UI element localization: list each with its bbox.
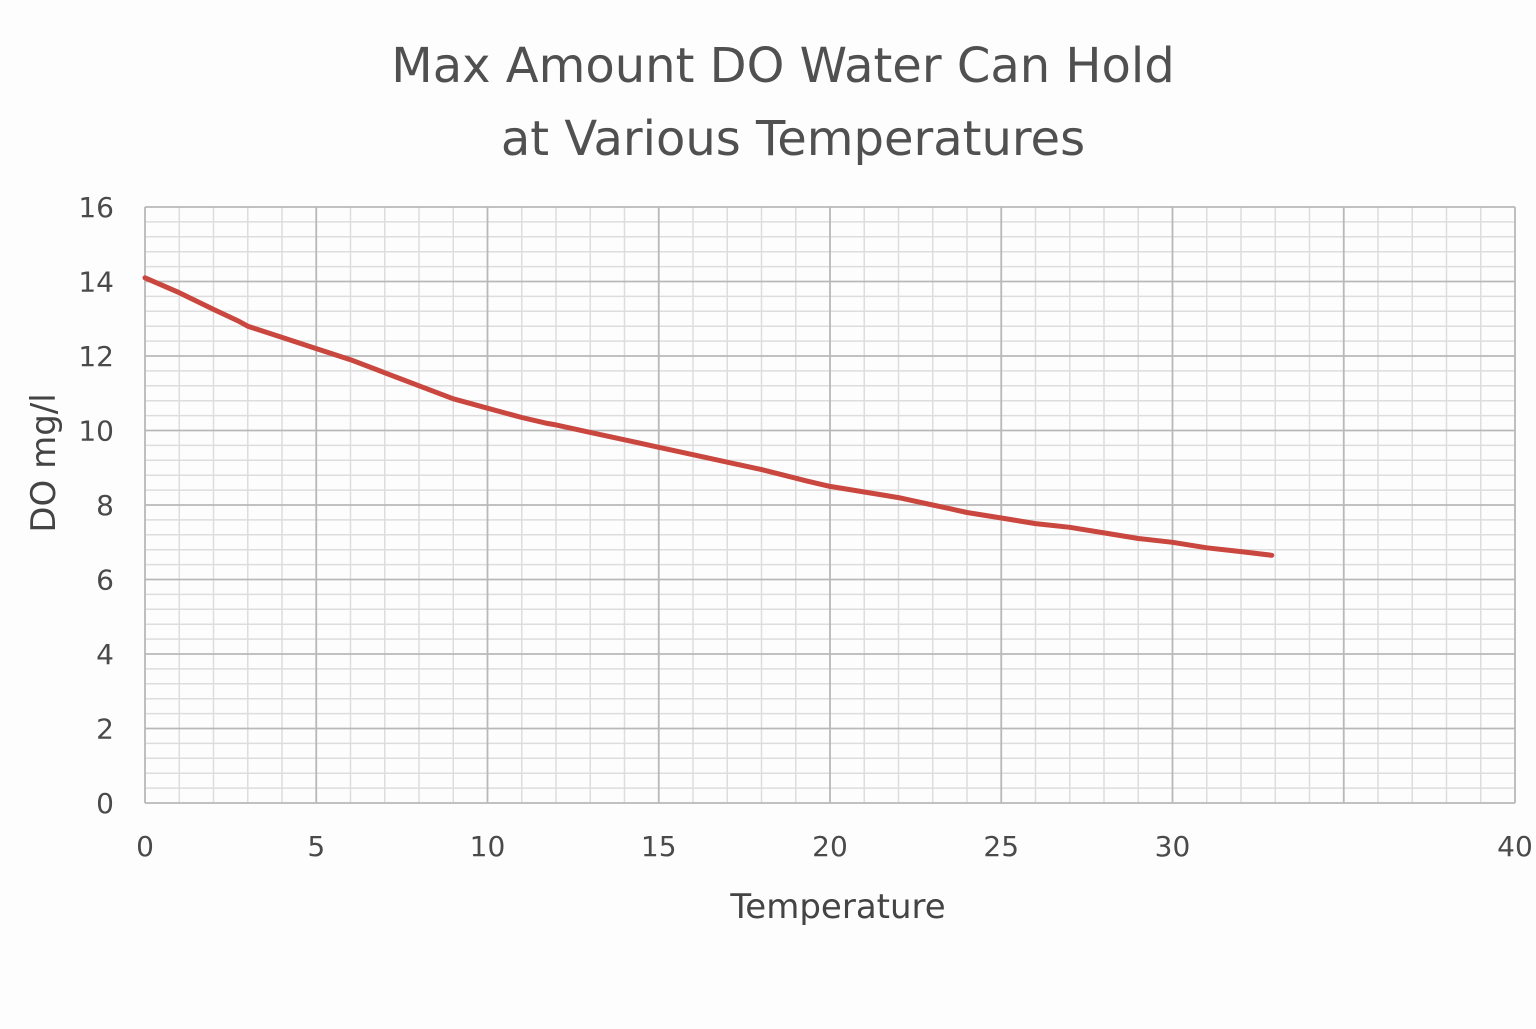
grid [144, 206, 1516, 804]
tick-labels: 0 5 10 15 20 25 30 40 0 2 4 6 8 10 12 14 16 [78, 191, 1532, 863]
x-tick-label: 25 [983, 830, 1019, 863]
y-tick-label: 6 [96, 564, 114, 597]
chart-title-line-1: Max Amount DO Water Can Hold [391, 38, 1174, 94]
y-tick-label: 10 [78, 415, 114, 448]
chart-title: Max Amount DO Water Can Hold at Various … [391, 38, 1174, 167]
y-tick-label: 8 [96, 489, 114, 522]
chart-title-line-2: at Various Temperatures [501, 111, 1085, 167]
y-tick-label: 12 [78, 340, 114, 373]
x-tick-label: 5 [307, 830, 325, 863]
series-line-0 [142, 275, 1275, 558]
x-tick-label: 30 [1155, 830, 1191, 863]
y-tick-label: 14 [78, 266, 114, 299]
y-tick-label: 16 [78, 191, 114, 224]
x-tick-label: 0 [136, 830, 154, 863]
x-tick-label: 40 [1497, 830, 1533, 863]
x-tick-label: 15 [641, 830, 677, 863]
y-tick-label: 4 [96, 638, 114, 671]
y-tick-label: 0 [96, 787, 114, 820]
y-tick-label: 2 [96, 713, 114, 746]
y-axis-label: DO mg/l [24, 393, 64, 532]
series-layer [142, 275, 1275, 558]
x-axis-label: Temperature [729, 887, 945, 927]
x-tick-label: 20 [812, 830, 848, 863]
x-tick-label: 10 [470, 830, 506, 863]
